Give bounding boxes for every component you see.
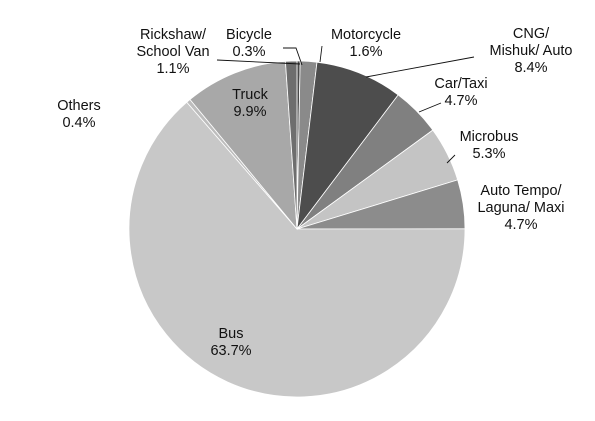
slice-label-line: 63.7% bbox=[210, 343, 251, 359]
slice-label-rickshaw-school-van: Rickshaw/School Van 1.1% bbox=[136, 27, 209, 77]
slice-label-line: CNG/ bbox=[513, 26, 550, 42]
slice-label-line: 0.4% bbox=[62, 115, 95, 131]
pie-slice-bus bbox=[128, 101, 466, 398]
slice-label-truck: Truck 9.9% bbox=[232, 87, 268, 120]
slice-label-line: School Van bbox=[136, 44, 209, 60]
slice-label-bicycle: Bicycle 0.3% bbox=[226, 27, 272, 60]
slice-label-line: Motorcycle bbox=[331, 27, 401, 43]
slice-label-microbus: Microbus 5.3% bbox=[460, 129, 519, 162]
slice-label-line: Microbus bbox=[460, 129, 519, 145]
slice-label-line: 1.1% bbox=[156, 61, 189, 77]
slice-label-line: 9.9% bbox=[233, 104, 266, 120]
pie-slice-truck bbox=[189, 60, 298, 231]
slice-label-others: Others 0.4% bbox=[57, 98, 101, 131]
slice-label-motorcycle: Motorcycle 1.6% bbox=[331, 27, 401, 60]
leader-line-motorcycle bbox=[319, 45, 323, 63]
slice-label-line: 1.6% bbox=[349, 44, 382, 60]
slice-label-line: Bus bbox=[219, 326, 244, 342]
slice-label-line: 8.4% bbox=[514, 60, 547, 76]
slice-label-line: Rickshaw/ bbox=[140, 27, 207, 43]
slice-label-line: Bicycle bbox=[226, 27, 272, 43]
slice-label-line: Truck bbox=[232, 87, 268, 103]
slice-label-auto-tempo-laguna-maxi: Auto Tempo/Laguna/ Maxi 4.7% bbox=[477, 183, 564, 233]
slice-label-line: Laguna/ Maxi bbox=[477, 200, 564, 216]
pie-slice-cng-mishuk-auto bbox=[296, 61, 399, 231]
slice-label-line: Mishuk/ Auto bbox=[489, 43, 572, 59]
slice-label-line: 5.3% bbox=[472, 146, 505, 162]
leader-line-bicycle bbox=[283, 47, 303, 66]
leader-line-car-taxi bbox=[418, 102, 442, 113]
slice-label-line: Auto Tempo/ bbox=[480, 183, 562, 199]
leader-line-cng-mishuk-auto bbox=[365, 56, 475, 78]
slice-label-line: 0.3% bbox=[232, 44, 265, 60]
slice-label-line: Car/Taxi bbox=[434, 76, 487, 92]
leader-line-rickshaw-school-van bbox=[216, 59, 301, 65]
slice-label-bus: Bus 63.7% bbox=[210, 326, 251, 359]
slice-label-line: 4.7% bbox=[504, 217, 537, 233]
slice-label-car-taxi: Car/Taxi 4.7% bbox=[434, 76, 487, 109]
slice-label-line: Others bbox=[57, 98, 101, 114]
slice-label-line: 4.7% bbox=[444, 93, 477, 109]
leader-line-microbus bbox=[446, 154, 456, 164]
pie-slice-rickshaw-school-van bbox=[284, 60, 298, 230]
slice-label-cng-mishuk-auto: CNG/Mishuk/ Auto 8.4% bbox=[489, 26, 572, 76]
